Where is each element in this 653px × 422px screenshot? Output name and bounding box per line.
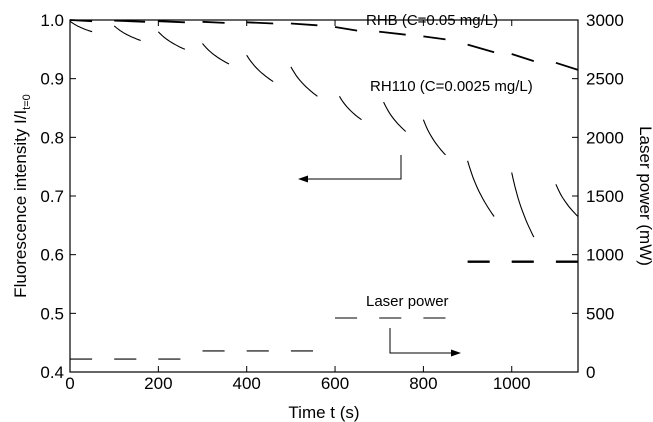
series-segment	[202, 43, 230, 65]
annotation-rh110: RH110 (C=0.0025 mg/L)	[370, 78, 533, 95]
series-segment	[246, 21, 274, 25]
series-segment	[69, 19, 93, 23]
y-left-axis-label-main: Fluorescence intensity I/I	[11, 110, 30, 298]
series-segment	[157, 31, 186, 50]
y-right-tick-label: 500	[586, 304, 614, 323]
series-segment	[423, 35, 446, 41]
series-segment	[290, 22, 318, 27]
series-segment	[511, 172, 535, 238]
y-left-axis-ticks: 0.4 0.5 0.6 0.7 0.8 0.9 1.0	[40, 11, 76, 382]
series-segment	[113, 25, 141, 42]
y-right-tick-label: 3000	[586, 11, 624, 30]
annotation-laser-power: Laser power	[366, 293, 449, 310]
x-axis-ticks: 0 200 400 600 800 1000	[65, 20, 531, 393]
series-segment	[246, 54, 274, 83]
series-segment	[69, 20, 93, 33]
series-segment	[290, 66, 318, 97]
series-segment	[555, 184, 579, 217]
y-right-axis-ticks: 0 500 1000 1500 2000 2500 3000	[572, 11, 624, 382]
x-tick-label: 0	[65, 374, 74, 393]
y-left-tick-label: 0.8	[40, 128, 64, 147]
series-segment	[383, 101, 407, 132]
x-tick-label: 200	[144, 374, 172, 393]
series-segment	[555, 61, 579, 71]
series-segment	[114, 19, 146, 23]
plot-frame	[69, 19, 579, 373]
y-right-tick-label: 0	[586, 363, 595, 382]
series-segment	[339, 96, 362, 121]
series-rh110	[69, 20, 579, 238]
annotation-rhb: RHB (C=0.05 mg/L)	[366, 12, 498, 29]
series-layer	[69, 19, 579, 360]
series-segment	[202, 20, 225, 24]
x-tick-label: 1000	[493, 374, 531, 393]
series-rhb	[69, 19, 579, 71]
x-axis-label: Time t (s)	[288, 403, 359, 422]
x-tick-label: 400	[233, 374, 261, 393]
y-left-tick-label: 1.0	[40, 11, 64, 30]
y-left-axis-label: Fluorescence intensity I/It=0	[11, 94, 33, 298]
series-segment	[511, 53, 535, 62]
y-right-tick-label: 2500	[586, 70, 624, 89]
x-tick-label: 800	[409, 374, 437, 393]
series-segment	[422, 119, 446, 156]
x-tick-label: 600	[321, 374, 349, 393]
y-left-axis-label-sub: t=0	[21, 94, 33, 110]
series-segment	[467, 43, 495, 54]
series-segment	[158, 20, 185, 24]
series-segment	[467, 160, 495, 217]
y-right-axis-label: Laser power (mW)	[636, 126, 653, 266]
y-right-tick-label: 2000	[586, 128, 624, 147]
arrow-to-right-axis	[389, 328, 452, 354]
y-right-tick-label: 1000	[586, 246, 624, 265]
y-right-tick-label: 1500	[586, 187, 624, 206]
arrow-to-left-axis	[306, 155, 402, 180]
y-left-tick-label: 0.4	[40, 363, 64, 382]
series-segment	[334, 26, 358, 32]
y-left-tick-label: 0.6	[40, 246, 64, 265]
series-segment	[379, 30, 406, 36]
arrow-to-left-axis-head	[298, 175, 308, 183]
series-laser-power	[70, 260, 578, 360]
y-left-tick-label: 0.9	[40, 70, 64, 89]
y-left-tick-label: 0.5	[40, 304, 64, 323]
arrow-to-right-axis-head	[451, 349, 461, 357]
y-left-tick-label: 0.7	[40, 187, 64, 206]
